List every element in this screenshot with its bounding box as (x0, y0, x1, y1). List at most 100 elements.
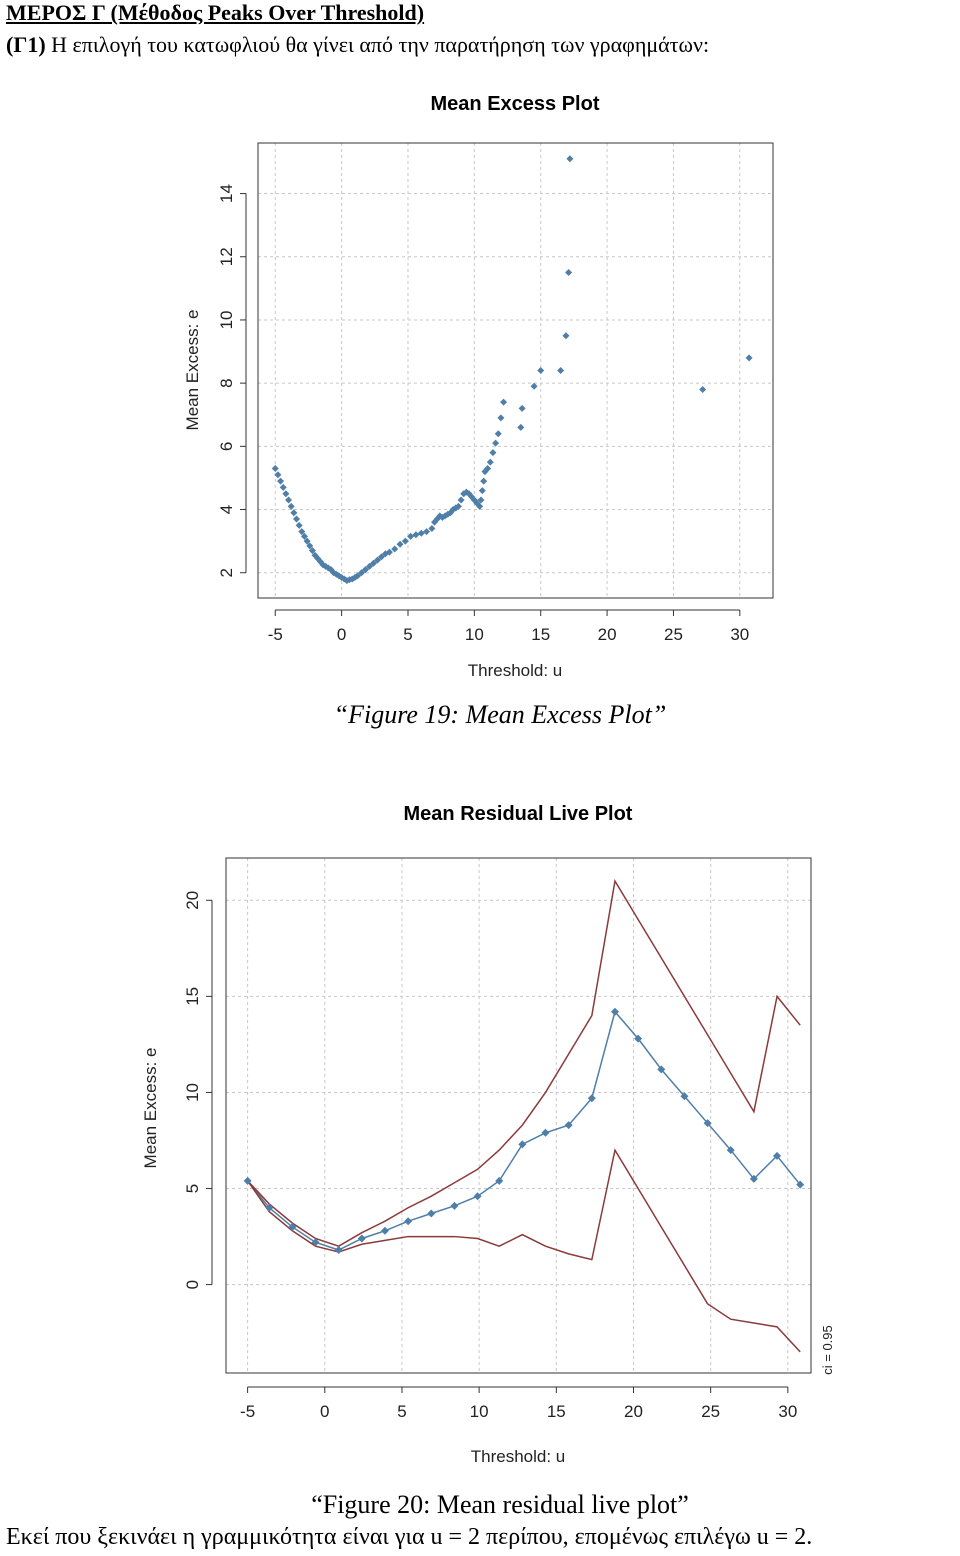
y-tick-label: 10 (183, 1083, 202, 1102)
data-point (295, 521, 303, 529)
data-point (358, 569, 366, 577)
data-point (773, 1151, 782, 1160)
data-point (473, 1192, 482, 1201)
x-tick-label: 0 (337, 625, 346, 644)
data-point (407, 532, 415, 540)
data-point (277, 477, 285, 485)
x-tick-label: -5 (268, 625, 283, 644)
x-tick-label: 20 (598, 625, 617, 644)
x-tick-label: -5 (240, 1402, 255, 1421)
y-tick-label: 4 (217, 505, 236, 514)
data-point (306, 542, 314, 550)
x-tick-label: 5 (397, 1402, 406, 1421)
data-point (500, 398, 508, 406)
x-tick-label: 25 (664, 625, 683, 644)
data-point (476, 502, 484, 510)
data-point (417, 529, 425, 537)
mean-residual-live-chart: Mean Residual Live Plot -5 0 5 10 15 20 25 30 0 5… (141, 803, 835, 1466)
lower-ci-line (246, 1148, 801, 1353)
data-point (365, 562, 373, 570)
data-point (726, 1146, 735, 1155)
data-point (478, 487, 486, 495)
conclusion-text: Εκεί που ξεκινάει η γραμμικότητα είναι γ… (6, 1524, 813, 1550)
data-point (303, 537, 311, 545)
data-point (530, 382, 538, 390)
data-point (385, 548, 393, 556)
x-tick-label: 15 (531, 625, 550, 644)
data-point (566, 155, 574, 163)
intro-text: Η επιλογή του κατωφλιού θα γίνει από την… (45, 32, 710, 57)
data-point (265, 1203, 274, 1212)
y-tick-label: 6 (217, 442, 236, 451)
data-point (373, 556, 381, 564)
data-point (634, 1034, 643, 1043)
data-point (243, 1176, 252, 1185)
y-tick-label: 15 (183, 987, 202, 1006)
x-tick-label: 30 (730, 625, 749, 644)
chart-title: Mean Excess Plot (431, 93, 600, 115)
x-axis-label: Threshold: u (468, 661, 563, 680)
data-point (497, 414, 505, 422)
y-axis-label: Mean Excess: e (183, 310, 202, 431)
mean-excess-line (247, 1010, 801, 1251)
data-point (457, 496, 465, 504)
intro-label: (Γ1) (6, 32, 46, 57)
intro-paragraph: (Γ1) Η επιλογή του κατωφλιού θα γίνει απ… (6, 32, 709, 58)
data-point (587, 1094, 596, 1103)
data-point (427, 1209, 436, 1218)
data-point (311, 1238, 320, 1247)
data-point (450, 1201, 459, 1210)
plot-frame (257, 142, 774, 599)
data-point (324, 564, 332, 572)
x-tick-label: 25 (701, 1402, 720, 1421)
y-axis-label: Mean Excess: e (141, 1048, 160, 1169)
upper-ci-line (247, 878, 801, 1247)
x-tick-label: 30 (778, 1402, 797, 1421)
data-point (518, 1140, 527, 1149)
data-point (357, 1234, 366, 1243)
data-point (369, 559, 377, 567)
figure-20-caption: “Figure 20: Mean residual live plot” (311, 1490, 689, 1519)
x-tick-label: 10 (465, 625, 484, 644)
data-point (518, 404, 526, 412)
data-point (362, 566, 370, 574)
x-tick-label: 5 (403, 625, 412, 644)
data-point (517, 423, 525, 431)
data-point (423, 528, 431, 536)
y-tick-label: 2 (217, 568, 236, 577)
x-tick-label: 15 (547, 1402, 566, 1421)
chart-title: Mean Residual Live Plot (404, 803, 633, 825)
data-point (428, 524, 436, 532)
ci-annotation: ci = 0.95 (820, 1325, 835, 1375)
data-point (495, 1176, 504, 1185)
data-point (657, 1065, 666, 1074)
data-point (287, 502, 295, 510)
data-point (354, 572, 362, 580)
figure-19-caption: “Figure 19: Mean Excess Plot” (333, 700, 667, 729)
data-point (557, 367, 565, 374)
data-point (396, 540, 404, 548)
data-point (282, 490, 290, 498)
data-point (537, 367, 545, 374)
x-tick-label: 20 (624, 1402, 643, 1421)
data-point (486, 458, 494, 466)
data-point (564, 1121, 573, 1130)
data-point (334, 1246, 343, 1255)
data-point (610, 1007, 619, 1016)
data-point (494, 430, 502, 438)
section-heading: ΜΕΡΟΣ Γ (Μέθοδος Peaks Over Threshold) (6, 0, 425, 25)
data-point (745, 354, 753, 362)
data-point (489, 449, 497, 457)
y-tick-label: 12 (217, 247, 236, 266)
plot-frame (225, 857, 812, 1374)
data-point (391, 545, 399, 553)
data-point (562, 332, 570, 340)
y-tick-label: 5 (183, 1184, 202, 1193)
data-point (279, 483, 287, 491)
data-point (285, 496, 293, 504)
x-axis-label: Threshold: u (471, 1447, 566, 1466)
data-point (290, 509, 298, 517)
data-point (680, 1092, 689, 1101)
y-tick-label: 8 (217, 378, 236, 387)
x-tick-label: 0 (320, 1402, 329, 1421)
